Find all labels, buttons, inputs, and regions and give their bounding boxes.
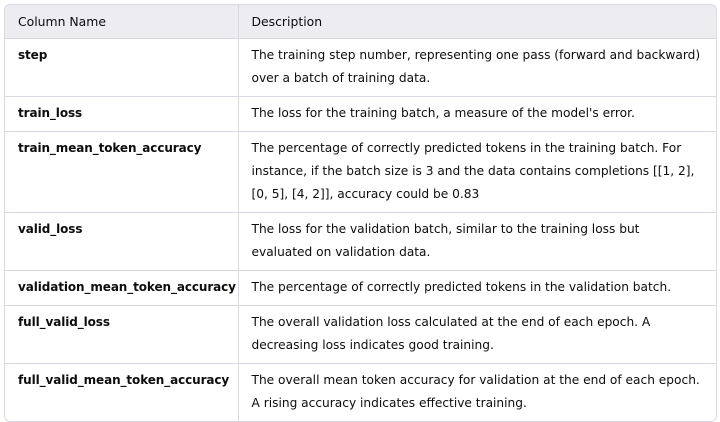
table-row: train_loss The loss for the training bat… bbox=[5, 96, 716, 132]
row-column-name: full_valid_mean_token_accuracy bbox=[5, 363, 238, 421]
table-row: train_mean_token_accuracy The percentage… bbox=[5, 131, 716, 213]
row-column-name: train_mean_token_accuracy bbox=[5, 131, 238, 213]
table-row: full_valid_loss The overall validation l… bbox=[5, 305, 716, 364]
table-header: Column Name Description bbox=[5, 5, 716, 39]
table-row: validation_mean_token_accuracy The perce… bbox=[5, 270, 716, 306]
table-row: full_valid_mean_token_accuracy The overa… bbox=[5, 363, 716, 421]
row-description: The training step number, representing o… bbox=[237, 38, 716, 97]
row-description: The percentage of correctly predicted to… bbox=[237, 131, 716, 213]
row-description: The loss for the training batch, a measu… bbox=[237, 96, 716, 132]
metrics-table: Column Name Description step The trainin… bbox=[5, 5, 716, 421]
header-column-name: Column Name bbox=[5, 5, 238, 39]
row-column-name: train_loss bbox=[5, 96, 238, 132]
header-description: Description bbox=[237, 5, 716, 39]
metrics-table-container: Column Name Description step The trainin… bbox=[4, 4, 717, 422]
row-description: The loss for the validation batch, simil… bbox=[237, 212, 716, 271]
row-column-name: valid_loss bbox=[5, 212, 238, 271]
row-description: The overall validation loss calculated a… bbox=[237, 305, 716, 364]
row-column-name: full_valid_loss bbox=[5, 305, 238, 364]
row-description: The percentage of correctly predicted to… bbox=[237, 270, 716, 306]
table-row: step The training step number, represent… bbox=[5, 38, 716, 97]
table-row: valid_loss The loss for the validation b… bbox=[5, 212, 716, 271]
row-description: The overall mean token accuracy for vali… bbox=[237, 363, 716, 421]
table-body: step The training step number, represent… bbox=[5, 38, 716, 421]
header-row: Column Name Description bbox=[5, 5, 716, 39]
row-column-name: step bbox=[18, 48, 48, 62]
row-column-name: validation_mean_token_accuracy bbox=[5, 270, 238, 306]
